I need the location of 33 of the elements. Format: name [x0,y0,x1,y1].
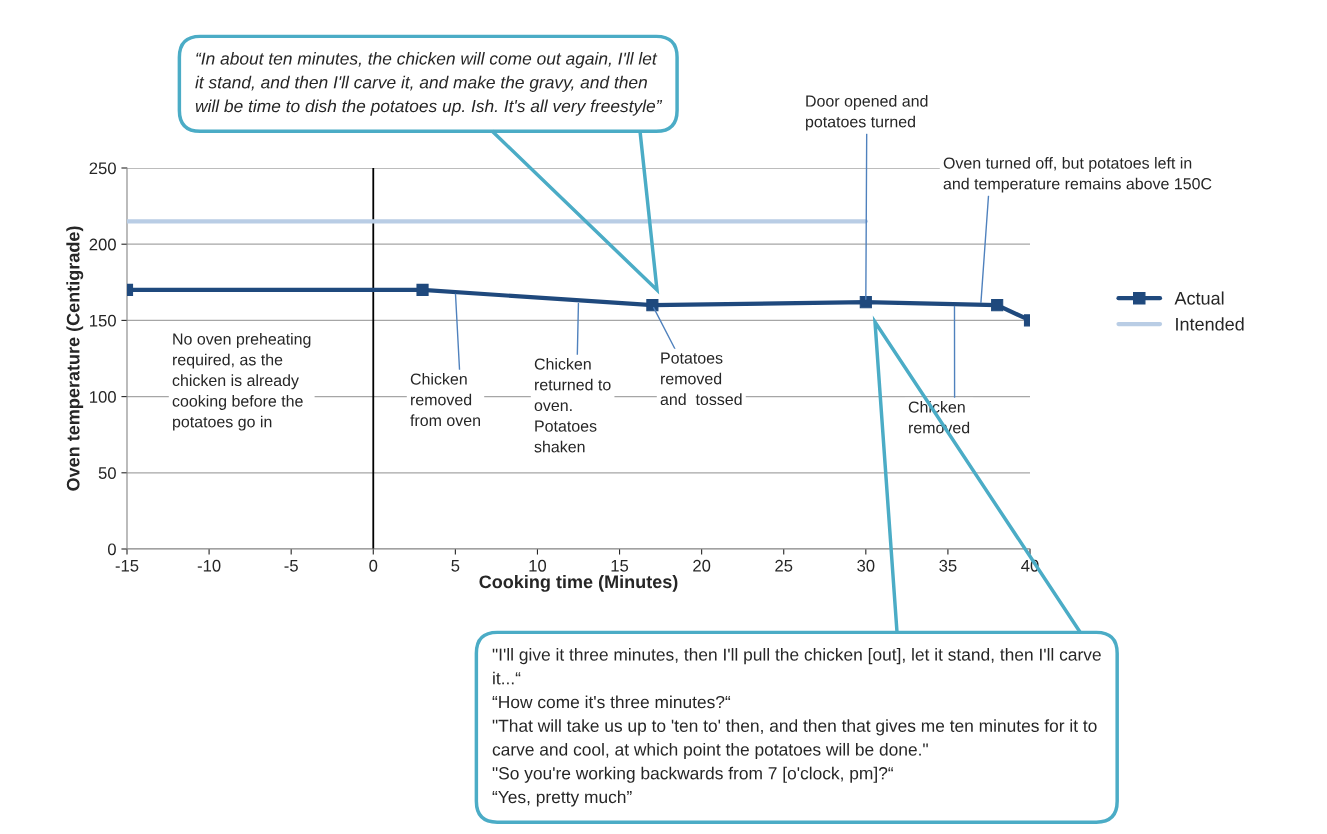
x-tick-label: 25 [775,559,793,572]
x-axis-title: Cooking time (Minutes) [479,574,678,592]
x-tick-label: 30 [857,559,875,572]
legend-label: Actual [1174,291,1224,305]
point [991,299,1004,312]
x-tick-label: 5 [451,560,460,572]
text: “In about ten minutes, the chicken will come out again, I'll let it stand, and then I'll carve it, and make the gravy, and then will be time to dish the potatoes up. Ish. It's all very freestyle” [195,52,663,116]
y-tick-label: 200 [89,238,116,251]
y-tick-label: 100 [90,391,116,403]
y-tick-label: 150 [90,314,116,327]
annotation: Chicken removed from oven [410,373,480,427]
point [416,283,429,296]
annotation: Potatoes removed and tossed [660,352,742,406]
annotation: Chicken returned to oven. Potatoes shaken [534,358,611,453]
y-tick-label: 50 [98,467,116,479]
x-tick-label: 0 [369,559,378,572]
point [646,299,659,312]
annotation: No oven preheating required, as the chicken is already cooking before the potatoes go in [172,333,311,431]
x-tick-label: 10 [529,559,547,572]
x-tick-label: 20 [693,559,711,572]
y-tick-label: 250 [89,162,116,175]
annotation: Door opened and potatoes turned [806,95,928,131]
point [859,296,872,309]
y-axis-title: Oven temperature (Centigrade) [66,226,84,491]
annotation: Oven turned off, but potatoes left in and temperature remains above 150C [943,157,1212,193]
x-tick-label: -10 [197,559,221,572]
x-tick-label: -5 [284,560,298,572]
text: "I'll give it three minutes, then I'll pull the chicken [out], let it stand, then I'll carve it...“ “How come it's three minutes?“ "That will take us up to 'ten to' then, and then that gives me ten minutes for it to carve and cool, at which point the potatoes will be done." "So you're working backwards from 7 [o'clock, pm]?“ “Yes, pretty much” [492,648,1101,807]
x-tick-label: 15 [611,560,629,572]
x-tick-label: -15 [115,560,139,572]
y-tick-label: 0 [107,543,116,556]
x-tick-label: 35 [939,559,957,572]
legend-label: Intended [1176,317,1244,331]
